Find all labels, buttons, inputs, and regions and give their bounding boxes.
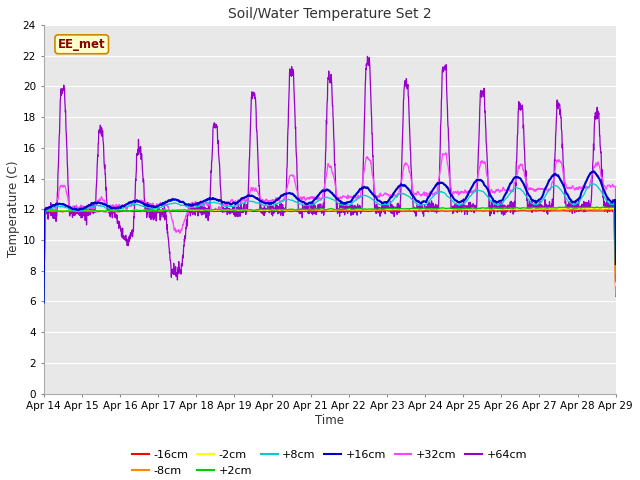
- Text: EE_met: EE_met: [58, 38, 106, 51]
- Legend: -16cm, -8cm, -2cm, +2cm, +8cm, +16cm, +32cm, +64cm: -16cm, -8cm, -2cm, +2cm, +8cm, +16cm, +3…: [128, 446, 531, 480]
- Y-axis label: Temperature (C): Temperature (C): [7, 161, 20, 257]
- Title: Soil/Water Temperature Set 2: Soil/Water Temperature Set 2: [228, 7, 431, 21]
- X-axis label: Time: Time: [315, 414, 344, 427]
